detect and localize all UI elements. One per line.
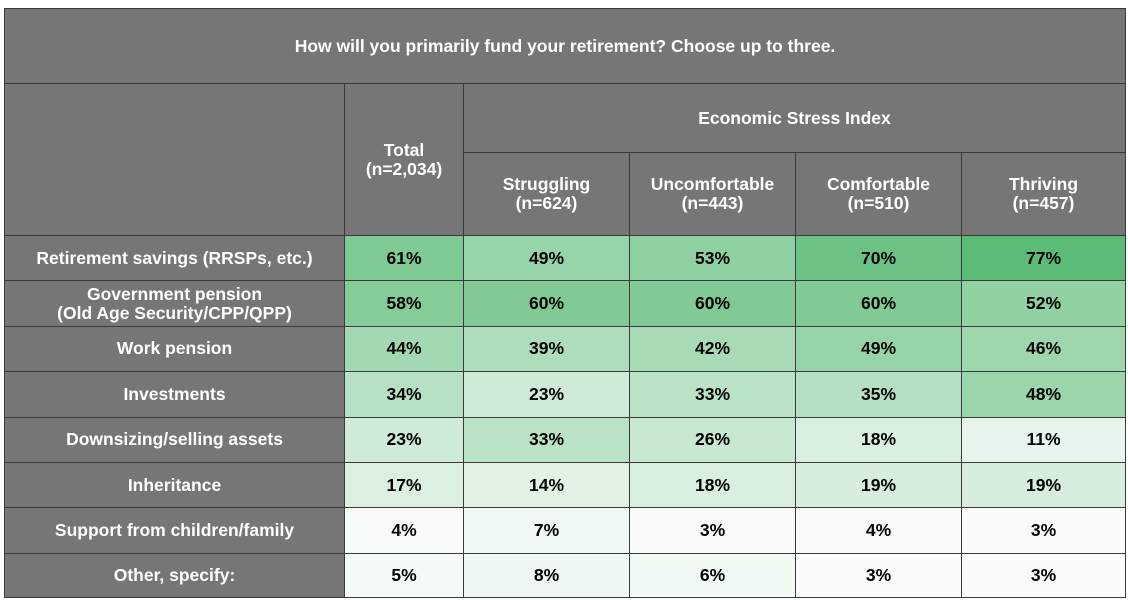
column-n-uncomfortable: (n=443) xyxy=(681,193,744,213)
table-title: How will you primarily fund your retirem… xyxy=(294,35,836,56)
value-cell-struggling: 7% xyxy=(463,507,630,554)
column-header-thriving: Thriving (n=457) xyxy=(961,152,1126,236)
corner-blank-cell xyxy=(4,83,345,236)
value-cell-comfortable: 19% xyxy=(795,462,962,509)
row-label: Investments xyxy=(123,383,226,404)
value-cell-thriving: 52% xyxy=(961,280,1126,327)
row-label: Inheritance xyxy=(127,474,222,495)
value-cell-struggling: 8% xyxy=(463,552,630,598)
column-label-struggling: Struggling xyxy=(502,174,591,194)
row-label: Retirement savings (RRSPs, etc.) xyxy=(36,247,313,268)
value-cell-uncomfortable: 60% xyxy=(629,280,796,327)
value-cell-total: 17% xyxy=(344,462,464,509)
value-cell-thriving: 3% xyxy=(961,507,1126,554)
value-cell-comfortable: 60% xyxy=(795,280,962,327)
value-cell-uncomfortable: 53% xyxy=(629,235,796,282)
column-header-uncomfortable: Uncomfortable (n=443) xyxy=(629,152,796,236)
results-table: How will you primarily fund your retirem… xyxy=(4,8,1126,598)
value-cell-struggling: 39% xyxy=(463,325,630,373)
column-header-comfortable: Comfortable (n=510) xyxy=(795,152,962,236)
value-cell-comfortable: 49% xyxy=(795,325,962,373)
value-cell-total: 5% xyxy=(344,552,464,598)
column-header-struggling: Struggling (n=624) xyxy=(463,152,630,236)
row-label-cell: Other, specify: xyxy=(4,552,345,598)
value-cell-struggling: 49% xyxy=(463,235,630,282)
column-n-struggling: (n=624) xyxy=(515,193,578,213)
row-label-detail: (Old Age Security/CPP/QPP) xyxy=(57,302,292,323)
value-cell-struggling: 14% xyxy=(463,462,630,509)
value-cell-total: 34% xyxy=(344,371,464,418)
row-label-cell: Inheritance xyxy=(4,462,345,509)
value-cell-uncomfortable: 3% xyxy=(629,507,796,554)
value-cell-thriving: 19% xyxy=(961,462,1126,509)
value-cell-uncomfortable: 33% xyxy=(629,371,796,418)
column-label-comfortable: Comfortable xyxy=(826,174,931,194)
value-cell-total: 4% xyxy=(344,507,464,554)
group-header-cell: Economic Stress Index xyxy=(463,83,1126,153)
value-cell-comfortable: 35% xyxy=(795,371,962,418)
column-label-total: Total xyxy=(383,139,425,160)
column-n-thriving: (n=457) xyxy=(1012,193,1075,213)
row-label: Support from children/family xyxy=(54,520,295,541)
value-cell-struggling: 23% xyxy=(463,371,630,418)
row-label-cell: Government pension (Old Age Security/CPP/… xyxy=(4,280,345,327)
row-label-cell: Work pension xyxy=(4,325,345,373)
value-cell-uncomfortable: 42% xyxy=(629,325,796,373)
row-label-cell: Support from children/family xyxy=(4,507,345,554)
value-cell-uncomfortable: 26% xyxy=(629,416,796,463)
value-cell-total: 61% xyxy=(344,235,464,282)
row-label: Downsizing/selling assets xyxy=(66,429,283,450)
value-cell-comfortable: 18% xyxy=(795,416,962,463)
value-cell-comfortable: 3% xyxy=(795,552,962,598)
value-cell-comfortable: 4% xyxy=(795,507,962,554)
row-label-cell: Downsizing/selling assets xyxy=(4,416,345,463)
column-label-thriving: Thriving xyxy=(1008,174,1079,194)
value-cell-thriving: 48% xyxy=(961,371,1126,418)
value-cell-uncomfortable: 6% xyxy=(629,552,796,598)
row-label-cell: Investments xyxy=(4,371,345,418)
value-cell-comfortable: 70% xyxy=(795,235,962,282)
table-title-cell: How will you primarily fund your retirem… xyxy=(4,8,1126,84)
value-cell-total: 58% xyxy=(344,280,464,327)
row-label-cell: Retirement savings (RRSPs, etc.) xyxy=(4,235,345,282)
value-cell-thriving: 3% xyxy=(961,552,1126,598)
value-cell-total: 44% xyxy=(344,325,464,373)
value-cell-thriving: 46% xyxy=(961,325,1126,373)
row-label: Work pension xyxy=(116,338,233,359)
group-header: Economic Stress Index xyxy=(698,107,891,128)
value-cell-struggling: 60% xyxy=(463,280,630,327)
column-label-uncomfortable: Uncomfortable xyxy=(650,174,775,194)
value-cell-total: 23% xyxy=(344,416,464,463)
value-cell-thriving: 11% xyxy=(961,416,1126,463)
value-cell-struggling: 33% xyxy=(463,416,630,463)
column-n-total: (n=2,034) xyxy=(365,158,443,179)
row-label: Government pension xyxy=(86,283,263,304)
column-n-comfortable: (n=510) xyxy=(847,193,910,213)
row-label: Other, specify: xyxy=(113,564,236,585)
value-cell-thriving: 77% xyxy=(961,235,1126,282)
column-header-total: Total (n=2,034) xyxy=(344,83,464,236)
value-cell-uncomfortable: 18% xyxy=(629,462,796,509)
